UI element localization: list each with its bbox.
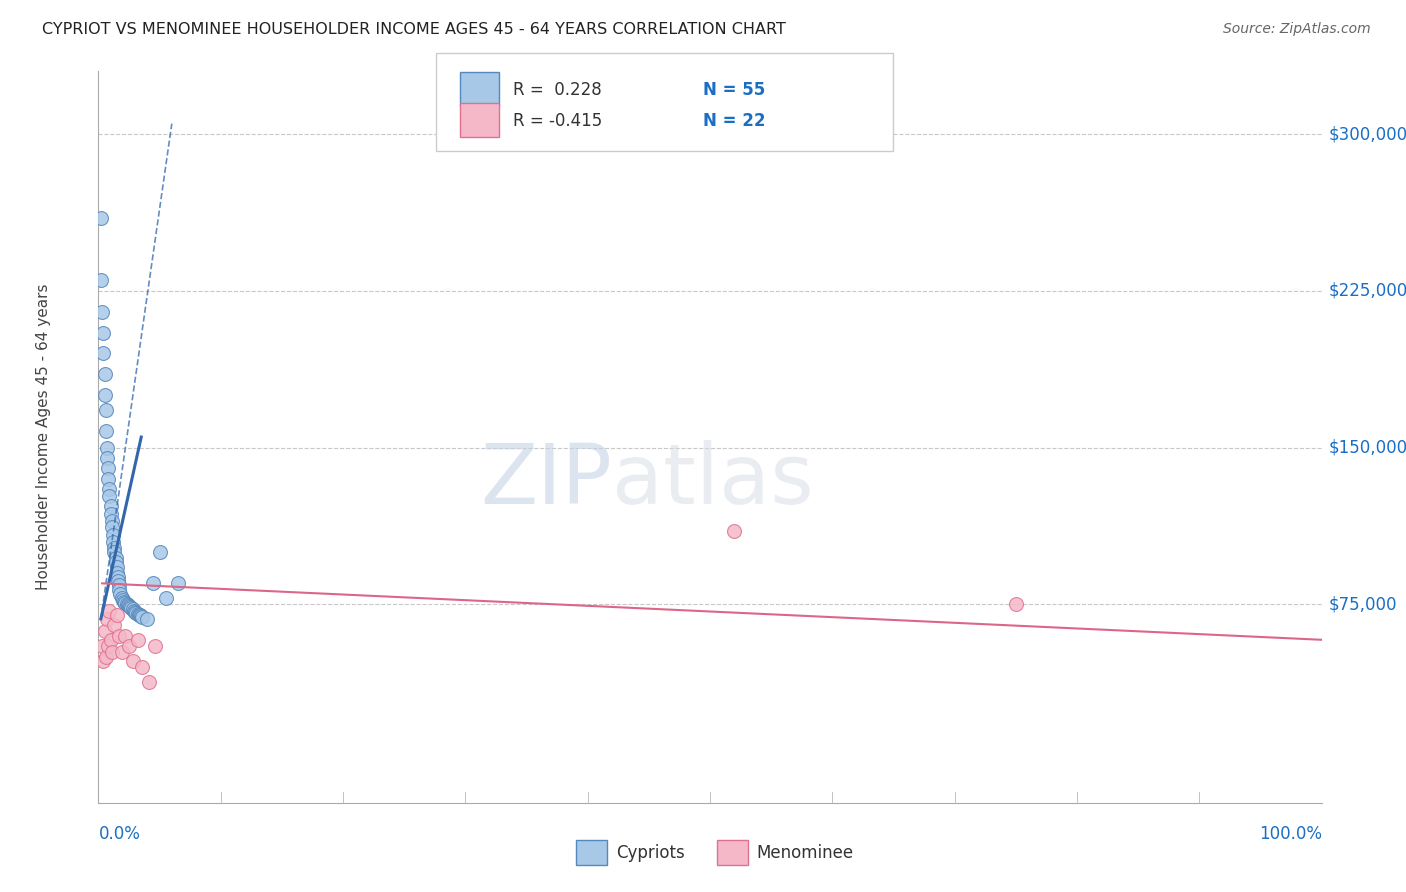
Point <box>112 595 135 609</box>
Point <box>97 639 120 653</box>
Text: Menominee: Menominee <box>756 844 853 862</box>
Text: $150,000: $150,000 <box>1329 439 1406 457</box>
Point <box>111 593 134 607</box>
Point <box>131 609 153 624</box>
Text: $225,000: $225,000 <box>1329 282 1406 300</box>
Point <box>97 472 120 486</box>
Point <box>127 607 149 621</box>
Point <box>127 632 149 647</box>
Text: ZIP: ZIP <box>481 441 612 522</box>
Point <box>121 602 143 616</box>
Point <box>101 528 124 542</box>
Point <box>111 645 134 659</box>
Point <box>91 326 114 340</box>
Text: N = 22: N = 22 <box>703 112 765 130</box>
Point <box>107 570 129 584</box>
Point <box>93 368 115 382</box>
Point <box>149 545 172 559</box>
Point <box>101 514 124 528</box>
Point <box>91 654 114 668</box>
Point <box>105 566 128 580</box>
Point <box>104 551 127 566</box>
Point <box>107 574 129 589</box>
Point <box>122 603 145 617</box>
Point <box>120 601 142 615</box>
Text: atlas: atlas <box>612 441 814 522</box>
Point <box>108 629 131 643</box>
Point <box>100 499 122 513</box>
Point <box>103 545 125 559</box>
Point <box>125 606 148 620</box>
Point <box>138 674 160 689</box>
Point <box>96 612 118 626</box>
Point <box>128 607 150 622</box>
Text: Householder Income Ages 45 - 64 years: Householder Income Ages 45 - 64 years <box>37 284 51 591</box>
Point <box>155 591 177 605</box>
Point <box>105 559 128 574</box>
Point <box>98 483 121 497</box>
Point <box>136 612 159 626</box>
Point <box>115 597 138 611</box>
Point <box>101 645 124 659</box>
Point <box>129 607 152 622</box>
Point <box>94 424 117 438</box>
Point <box>108 582 131 597</box>
Point <box>98 489 121 503</box>
Point <box>129 608 152 623</box>
Point <box>117 599 139 613</box>
Text: Cypriots: Cypriots <box>616 844 685 862</box>
Point <box>101 520 124 534</box>
Text: 100.0%: 100.0% <box>1258 825 1322 843</box>
Text: 0.0%: 0.0% <box>98 825 141 843</box>
Point <box>94 403 117 417</box>
Text: $300,000: $300,000 <box>1329 125 1406 143</box>
Text: $75,000: $75,000 <box>1329 595 1398 614</box>
Point <box>114 629 136 643</box>
Point <box>97 461 120 475</box>
Point <box>104 556 127 570</box>
Point <box>143 639 166 653</box>
Point <box>120 600 142 615</box>
Point <box>110 587 132 601</box>
Text: R = -0.415: R = -0.415 <box>513 112 602 130</box>
Point <box>94 649 117 664</box>
Point <box>131 660 153 674</box>
Point <box>142 576 165 591</box>
Point <box>100 632 122 647</box>
Point <box>124 605 146 619</box>
Text: CYPRIOT VS MENOMINEE HOUSEHOLDER INCOME AGES 45 - 64 YEARS CORRELATION CHART: CYPRIOT VS MENOMINEE HOUSEHOLDER INCOME … <box>42 22 786 37</box>
Point <box>1004 597 1026 611</box>
Point <box>93 624 115 639</box>
Point <box>118 639 141 653</box>
Point <box>167 576 190 591</box>
Point <box>103 541 125 555</box>
Point <box>96 450 118 465</box>
Point <box>101 534 124 549</box>
Point <box>105 607 128 622</box>
Text: N = 55: N = 55 <box>703 81 765 99</box>
Point <box>723 524 745 538</box>
Point <box>103 618 125 632</box>
Point <box>118 599 141 614</box>
Point <box>91 304 114 318</box>
Point <box>91 346 114 360</box>
Point <box>98 603 121 617</box>
Point <box>114 596 136 610</box>
Point <box>100 508 122 522</box>
Point <box>121 654 143 668</box>
Text: R =  0.228: R = 0.228 <box>513 81 602 99</box>
Point <box>111 591 134 605</box>
Point <box>91 639 114 653</box>
Point <box>90 273 112 287</box>
Point <box>90 211 112 225</box>
Point <box>93 388 115 402</box>
Text: Source: ZipAtlas.com: Source: ZipAtlas.com <box>1223 22 1371 37</box>
Point <box>108 578 131 592</box>
Point <box>96 441 118 455</box>
